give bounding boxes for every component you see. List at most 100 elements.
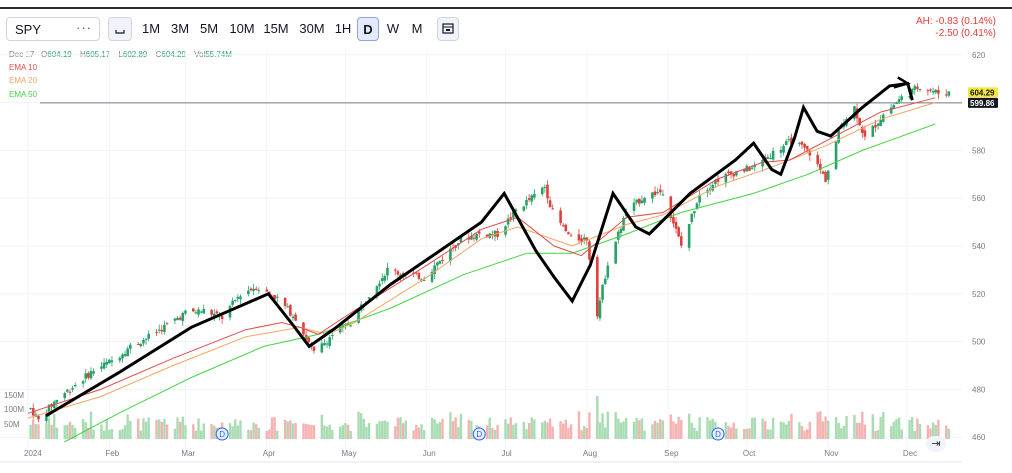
timeframe-w[interactable]: W [386, 21, 400, 36]
volume-bar [236, 425, 240, 439]
candle-body [514, 209, 518, 212]
volume-bar [394, 426, 397, 439]
candle-body [323, 342, 326, 346]
volume-bar [412, 430, 415, 439]
candle-body [826, 170, 830, 180]
volume-bar [129, 420, 132, 439]
timeframe-1h[interactable]: 1H [334, 21, 352, 36]
candle [635, 199, 638, 205]
volume-bar [199, 430, 203, 439]
candle-body [790, 137, 793, 145]
candle [92, 368, 95, 376]
volume-bar [926, 425, 930, 439]
volume-bar [766, 429, 770, 439]
legend-ema10[interactable]: EMA 10 [9, 63, 38, 72]
volume-bar [727, 425, 730, 439]
candle-body [417, 273, 421, 279]
candle [596, 254, 599, 320]
volume-bar [861, 411, 864, 439]
timeframe-m[interactable]: M [411, 21, 423, 36]
drawing-arrowhead [893, 76, 911, 89]
calendar-icon[interactable] [437, 17, 459, 41]
volume-bar [753, 417, 756, 439]
volume-bar [449, 412, 452, 439]
volume-bar [724, 422, 728, 439]
candles-icon[interactable] [108, 17, 132, 41]
candle [66, 388, 69, 393]
volume-bar [47, 417, 51, 439]
volume-bar [339, 426, 342, 439]
candle [467, 233, 471, 244]
candle-body [254, 288, 258, 290]
volume-bar [672, 421, 675, 439]
candle-body [748, 167, 751, 171]
volume-bar [824, 416, 827, 439]
ema50-line [64, 123, 936, 443]
candle-body [212, 313, 216, 317]
candle-body [199, 311, 203, 313]
timeframe-10m[interactable]: 10M [229, 21, 255, 36]
candle-body [853, 106, 856, 119]
candle-body [559, 210, 562, 223]
timeframe-5m[interactable]: 5M [199, 21, 219, 36]
candle-body [711, 185, 715, 191]
candle [803, 143, 806, 152]
candle [677, 226, 680, 238]
x-tick-label: Mar [181, 449, 195, 458]
candle-body [84, 373, 88, 379]
candle [771, 147, 775, 163]
volume-bar [745, 428, 749, 439]
candle-body [506, 218, 510, 225]
legend-ema20[interactable]: EMA 20 [9, 76, 38, 85]
candle-body [787, 139, 791, 141]
candle-body [679, 236, 683, 246]
more-options-icon[interactable]: ··· [76, 20, 92, 35]
legend-ema50[interactable]: EMA 50 [9, 90, 38, 99]
candle-body [640, 200, 644, 203]
volume-bar [273, 417, 276, 439]
candle [254, 286, 258, 291]
candle-body [144, 338, 148, 340]
arrow-to-end-icon[interactable]: ⇥ [926, 436, 946, 452]
candle [89, 367, 93, 380]
volume-bar [580, 430, 583, 439]
timeframe-1m[interactable]: 1M [141, 21, 161, 36]
candle-body [658, 189, 662, 193]
candle-body [92, 371, 95, 374]
candle [679, 231, 683, 249]
candle-body [173, 318, 177, 321]
volume-bar [506, 423, 510, 439]
volume-bar [509, 417, 512, 439]
candle-body [252, 288, 255, 291]
volume-bar [876, 430, 880, 439]
candle-body [160, 329, 164, 332]
volume-bar [606, 411, 610, 439]
candle [879, 115, 882, 127]
candle [598, 297, 602, 322]
candle-body [441, 259, 444, 261]
volume-bar [871, 414, 874, 439]
candle-body [750, 167, 754, 169]
timeframe-d[interactable]: D [357, 17, 379, 41]
volume-bar [588, 412, 591, 439]
y-tick-label: 540 [972, 242, 986, 251]
candle-body [312, 346, 316, 351]
symbol-search[interactable]: SPY ··· [6, 17, 100, 41]
candle [81, 379, 85, 388]
timeframe-30m[interactable]: 30M [299, 21, 325, 36]
volume-bar [249, 430, 253, 439]
timeframe-3m[interactable]: 3M [170, 21, 190, 36]
volume-bar [178, 421, 182, 439]
candle-body [202, 308, 206, 314]
volume-bar [181, 416, 184, 439]
candle-body [724, 173, 728, 183]
candle-body [674, 221, 678, 229]
volume-bar [325, 426, 329, 439]
candle-body [126, 348, 129, 357]
timeframe-15m[interactable]: 15M [263, 21, 289, 36]
volume-bar [451, 421, 455, 439]
candle-body [81, 381, 85, 384]
candle-body [105, 361, 109, 365]
volume-bar [874, 430, 877, 439]
